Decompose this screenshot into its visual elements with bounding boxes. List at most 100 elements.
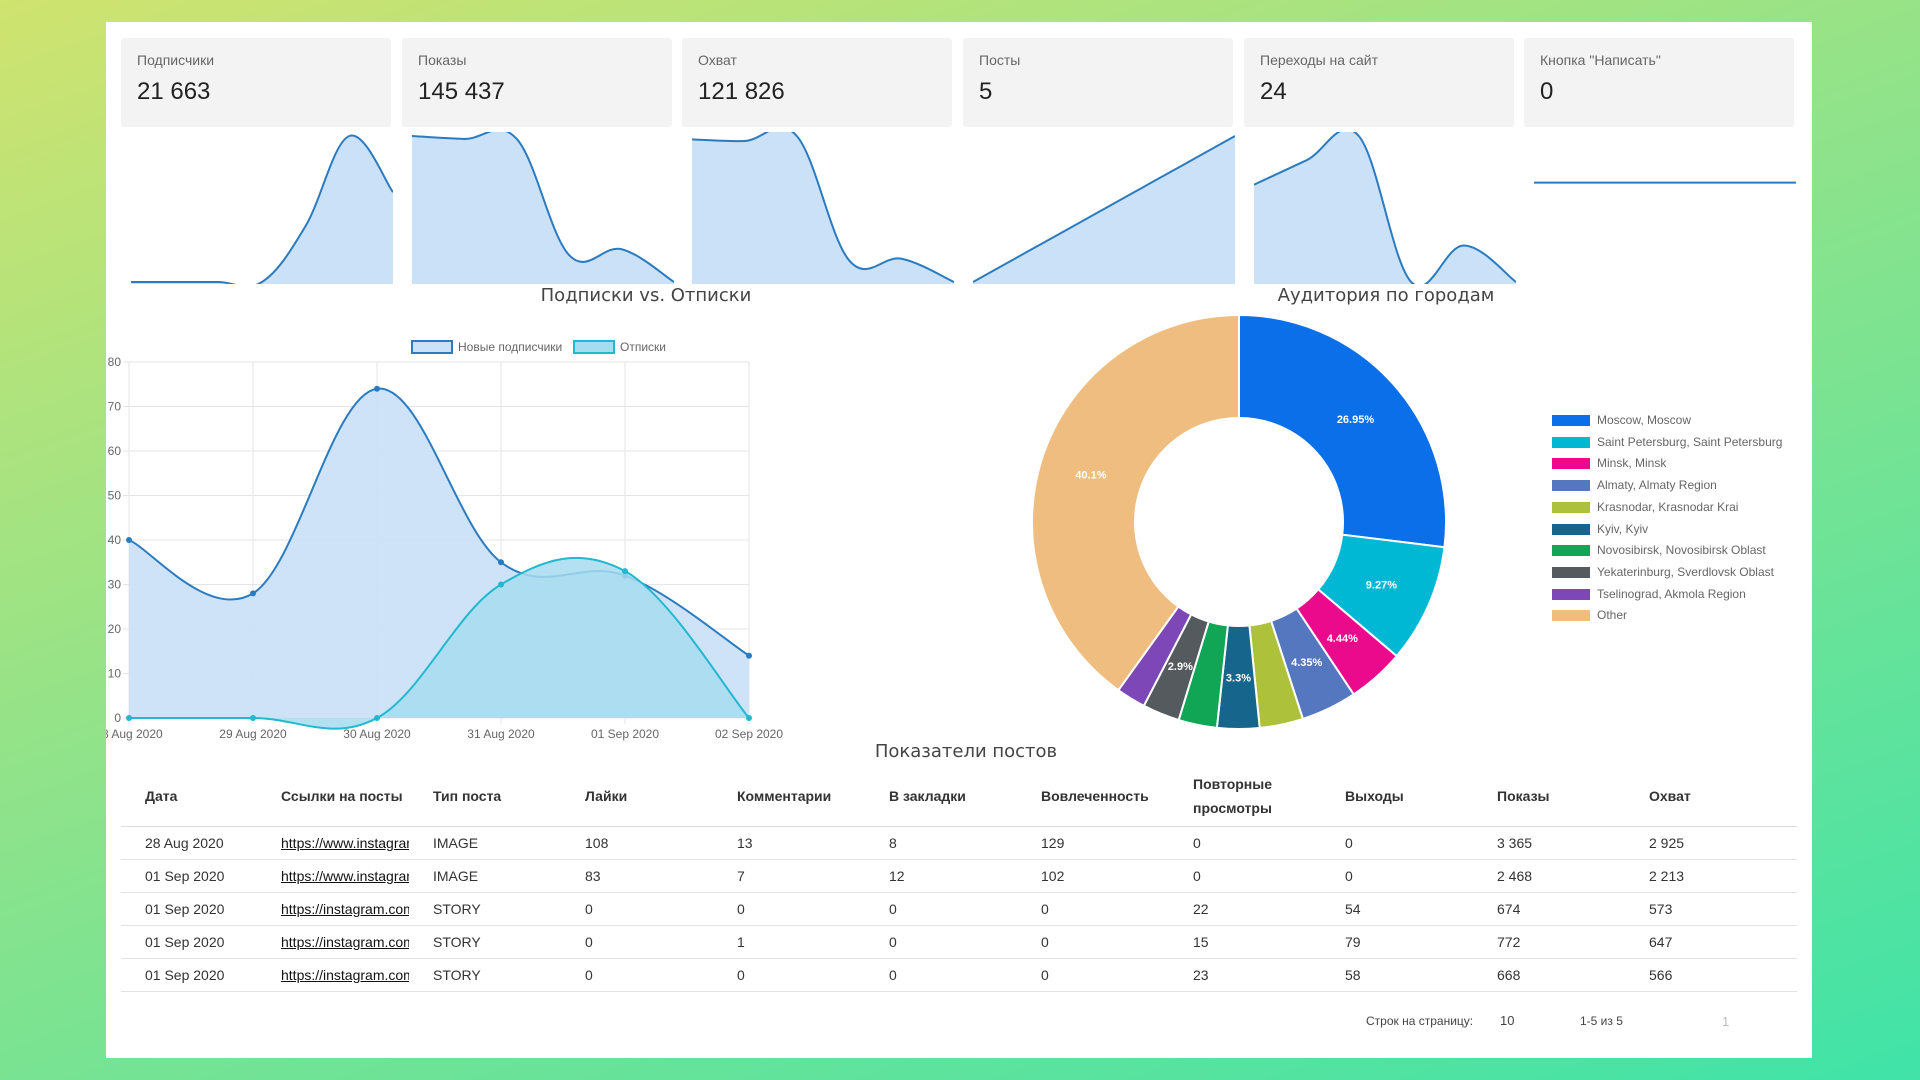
post-link[interactable]: https://instagram.com/s	[257, 892, 409, 926]
col-header-replays[interactable]: Повторные просмотры	[1169, 766, 1321, 827]
legend-swatch	[1552, 545, 1590, 557]
legend-swatch	[1552, 415, 1590, 426]
y-tick-label: 70	[108, 400, 122, 414]
col-header-reach[interactable]: Охват	[1625, 766, 1797, 827]
sparkline-reach	[692, 132, 954, 284]
table-cell: 129	[1017, 826, 1169, 860]
post-link[interactable]: https://instagram.com/s	[257, 925, 409, 959]
post-link[interactable]: https://www.instagram.c	[257, 859, 409, 893]
sparkline-line	[692, 132, 954, 283]
donut-chart-title: Аудитория по городам	[1277, 285, 1495, 306]
kpi-value: 5	[979, 78, 993, 105]
sparkline-posts	[973, 135, 1235, 284]
table-cell: 1	[713, 925, 865, 959]
legend-label: Kyiv, Kyiv	[1597, 521, 1649, 536]
table-cell: 668	[1473, 958, 1625, 992]
sparkline-subscribers	[131, 134, 393, 284]
donut-slice	[1238, 313, 1446, 549]
table-cell: IMAGE	[409, 826, 561, 860]
table-cell: 0	[865, 925, 1017, 959]
kpi-label: Охват	[698, 52, 737, 68]
sparkline-area	[692, 132, 954, 284]
sparkline-line	[131, 134, 393, 284]
kpi-label: Кнопка "Написать"	[1540, 52, 1661, 68]
legend-label: Новые подписчики	[458, 340, 562, 354]
sparkline-area	[1254, 132, 1516, 284]
col-header-exits[interactable]: Выходы	[1321, 766, 1473, 827]
table-cell: 0	[561, 892, 713, 926]
data-point	[126, 715, 132, 721]
col-header-date[interactable]: Дата	[121, 766, 257, 827]
donut-value-label: 4.35%	[1291, 657, 1322, 669]
table-cell: 674	[1473, 892, 1625, 926]
table-row: 01 Sep 2020https://instagram.com/sSTORY0…	[121, 925, 1797, 959]
table-cell: 0	[1017, 925, 1169, 959]
rows-per-page-select[interactable]: 10	[1500, 1013, 1515, 1028]
table-cell: 573	[1625, 892, 1797, 926]
table-cell: 54	[1321, 892, 1473, 926]
table-row: 01 Sep 2020https://www.instagram.cIMAGE8…	[121, 859, 1797, 893]
donut-value-label: 9.27%	[1366, 579, 1397, 591]
post-link[interactable]: https://instagram.com/s	[257, 958, 409, 992]
kpi-value: 24	[1260, 78, 1287, 105]
table-cell: 0	[865, 958, 1017, 992]
legend-swatch	[1552, 480, 1590, 492]
y-tick-label: 60	[108, 444, 122, 458]
table-cell: 0	[1321, 859, 1473, 893]
table-cell: 0	[1169, 826, 1321, 860]
donut-value-label: 40.1%	[1075, 469, 1106, 481]
post-link[interactable]: https://www.instagram.c	[257, 826, 409, 860]
x-tick-label: 29 Aug 2020	[219, 727, 287, 741]
series-area	[129, 557, 749, 729]
legend-item: Отписки	[573, 340, 666, 354]
table-cell: 79	[1321, 925, 1473, 959]
kpi-value: 145 437	[418, 78, 505, 105]
legend-label: Отписки	[620, 340, 666, 354]
col-header-impressions[interactable]: Показы	[1473, 766, 1625, 827]
table-cell: 772	[1473, 925, 1625, 959]
sparkline-website-clicks	[1254, 132, 1516, 284]
table-cell: 83	[561, 859, 713, 893]
y-tick-label: 0	[114, 711, 121, 725]
kpi-card-subscribers: Подписчики 21 663	[121, 38, 391, 127]
audience-donut-chart: 26.95% 9.27% 4.44% 4.35% 3.3% 2.9% 40.1%	[1031, 313, 1446, 730]
data-point	[746, 715, 752, 721]
table-cell: 0	[561, 958, 713, 992]
table-cell: 0	[713, 958, 865, 992]
table-cell: 647	[1625, 925, 1797, 959]
col-header-saves[interactable]: В закладки	[865, 766, 1017, 827]
legend-label: Novosibirsk, Novosibirsk Oblast	[1597, 543, 1766, 558]
sparkline-line	[412, 132, 674, 283]
page-button-1[interactable]: 1	[1722, 1014, 1730, 1029]
kpi-value: 121 826	[698, 78, 785, 105]
table-cell: 15	[1169, 925, 1321, 959]
legend-swatch	[1552, 523, 1590, 535]
col-header-engagement[interactable]: Вовлеченность	[1017, 766, 1169, 827]
sparkline-line	[1254, 132, 1516, 284]
y-tick-label: 50	[108, 489, 122, 503]
table-cell: 28 Aug 2020	[121, 826, 257, 860]
table-cell: STORY	[409, 925, 561, 959]
table-cell: STORY	[409, 892, 561, 926]
kpi-label: Переходы на сайт	[1260, 52, 1378, 68]
x-tick-label: 28 Aug 2020	[106, 727, 163, 741]
table-cell: 0	[865, 892, 1017, 926]
legend-label: Yekaterinburg, Sverdlovsk Oblast	[1597, 564, 1774, 579]
x-tick-label: 01 Sep 2020	[591, 727, 659, 741]
table-cell: 0	[1017, 892, 1169, 926]
table-cell: 13	[713, 826, 865, 860]
table-cell: 566	[1625, 958, 1797, 992]
col-header-links[interactable]: Ссылки на посты	[257, 766, 409, 827]
col-header-likes[interactable]: Лайки	[561, 766, 713, 827]
sparkline-impressions	[412, 132, 674, 284]
col-header-type[interactable]: Тип поста	[409, 766, 561, 827]
legend-swatch	[1552, 501, 1590, 513]
kpi-card-website-clicks: Переходы на сайт 24	[1244, 38, 1514, 127]
table-cell: 01 Sep 2020	[121, 859, 257, 893]
sparkline-message-button	[1534, 181, 1796, 184]
col-header-comments[interactable]: Комментарии	[713, 766, 865, 827]
legend-label: Saint Petersburg, Saint Petersburg	[1597, 434, 1783, 449]
table-cell: 12	[865, 859, 1017, 893]
table-cell: 2 468	[1473, 859, 1625, 893]
table-cell: 22	[1169, 892, 1321, 926]
